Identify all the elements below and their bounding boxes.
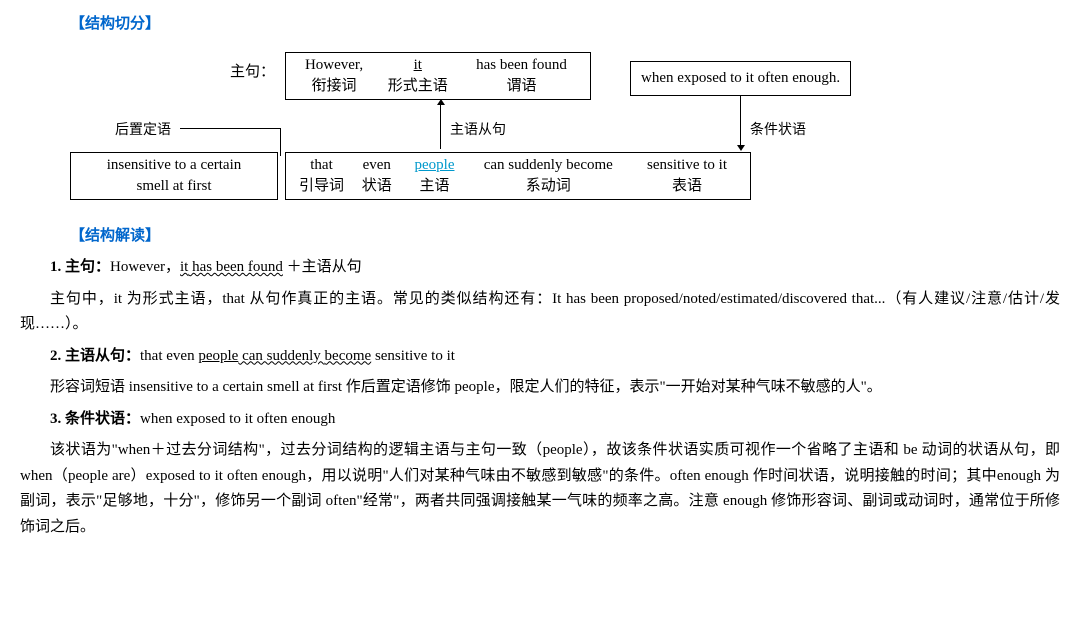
postmod-vline (280, 128, 281, 156)
para-3-heading: 2. 主语从句：that even people can suddenly be… (20, 344, 1060, 370)
box-postmod: insensitive to a certain smell at first (70, 152, 278, 200)
p1-tail: ＋主语从句 (283, 259, 362, 275)
box1-c2z: 形式主语 (388, 78, 448, 94)
box4-c1z: 引导词 (299, 178, 344, 194)
main-clause-label: 主句： (230, 62, 275, 83)
box1-c1z: 衔接词 (311, 78, 356, 94)
box4-c2e: even (363, 157, 391, 173)
p1-label: 1. 主句： (50, 259, 110, 275)
p3-en1: that even (140, 348, 198, 364)
box1-c3e: has been found (476, 57, 567, 73)
postmod-label: 后置定语 (115, 119, 171, 143)
p3-label: 2. 主语从句： (50, 348, 140, 364)
box1-c3z: 谓语 (506, 78, 536, 94)
structure-diagram: 主句： However,衔接词 it形式主语 has been found谓语 … (20, 44, 1060, 214)
box-main-clause: However, 衔接词 it 形式主语 has been found 谓语 (285, 52, 591, 100)
para-2: 主句中，it 为形式主语，that 从句作真正的主语。常见的类似结构还有：It … (20, 287, 1060, 338)
box4-c4z: 系动词 (526, 178, 571, 194)
p5-label: 3. 条件状语： (50, 411, 140, 427)
explanation-content: 1. 主句：However，it has been found ＋主语从句 主句… (20, 255, 1060, 540)
box-subject-clause: that 引导词 even 状语 people 主语 can suddenly bec… (285, 152, 751, 200)
p3-en4: become (325, 348, 372, 364)
postmod-hline (180, 128, 280, 129)
box4-c3z: 主语 (419, 178, 449, 194)
p1-en3: has been found (188, 259, 283, 275)
box1-c2e: it (414, 57, 422, 73)
box4-c3e: people (415, 157, 455, 173)
box4-c1e: that (310, 157, 333, 173)
arrow1-label: 主语从句 (450, 119, 506, 143)
box4-c5e: sensitive to it (647, 157, 727, 173)
box4-c4e: can suddenly become (484, 157, 613, 173)
box4-c2z: 状语 (362, 178, 392, 194)
para-4: 形容词短语 insensitive to a certain smell at … (20, 375, 1060, 401)
box1-c1e: However, (305, 57, 363, 73)
para-6: 该状语为"when＋过去分词结构"，过去分词结构的逻辑主语与主句一致（peopl… (20, 438, 1060, 540)
p3-en3: can suddenly (238, 348, 324, 364)
box3-l1: insensitive to a certain (107, 157, 242, 173)
arrow-subject-clause (440, 104, 441, 149)
section-header-2: 【结构解读】 (70, 224, 1060, 250)
p5-en: when exposed to it often enough (140, 411, 335, 427)
p3-en5: sensitive to it (371, 348, 455, 364)
box-when-clause: when exposed to it often enough. (630, 61, 851, 96)
para-1-heading: 1. 主句：However，it has been found ＋主语从句 (20, 255, 1060, 281)
box4-c5z: 表语 (672, 178, 702, 194)
p1-en1: However， (110, 259, 180, 275)
p3-en2: people (198, 348, 238, 364)
arrow2-label: 条件状语 (750, 119, 806, 143)
para-5-heading: 3. 条件状语：when exposed to it often enough (20, 407, 1060, 433)
section-header-1: 【结构切分】 (70, 12, 1060, 38)
arrow-condition (740, 96, 741, 146)
box3-l2: smell at first (137, 178, 212, 194)
